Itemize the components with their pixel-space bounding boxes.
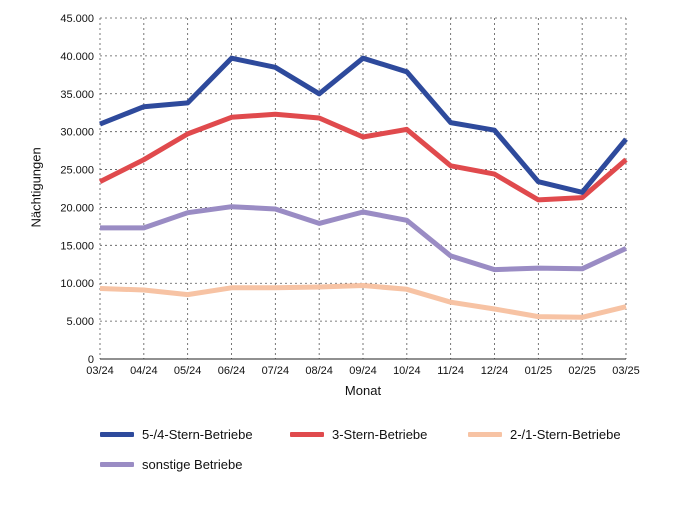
legend-swatch [290, 431, 324, 437]
legend-swatch [100, 461, 134, 467]
y-tick-label: 30.000 [60, 127, 94, 139]
y-tick-label: 5.000 [66, 316, 94, 328]
y-axis-label: Nächtigungen [28, 147, 44, 228]
x-tick-label: 04/24 [130, 365, 158, 377]
y-tick-label: 10.000 [60, 278, 94, 290]
x-tick-label: 02/25 [568, 365, 596, 377]
legend-swatch [100, 431, 134, 437]
legend-swatch [468, 431, 502, 437]
legend-item-2-1-stern: 2-/1-Stern-Betriebe [468, 424, 621, 444]
legend-item-sonstige: sonstige Betriebe [100, 454, 242, 474]
y-tick-label: 0 [88, 354, 94, 366]
x-tick-label: 07/24 [262, 365, 290, 377]
legend-label: 5-/4-Stern-Betriebe [142, 426, 253, 442]
x-tick-label: 01/25 [525, 365, 553, 377]
y-tick-label: 35.000 [60, 89, 94, 101]
legend-item-3-stern: 3-Stern-Betriebe [290, 424, 427, 444]
x-tick-labels: 03/24 04/24 05/24 06/24 07/24 08/24 09/24 10/24… [86, 365, 640, 377]
series-line-0 [99, 55, 628, 195]
y-tick-labels: 0 5.000 10.000 15.000 20.000 25.000 30.000 35.0… [60, 13, 94, 366]
y-tick-label: 20.000 [60, 202, 94, 214]
x-tick-label: 11/24 [437, 365, 464, 377]
series-lines [98, 55, 628, 320]
x-tick-label: 03/25 [612, 365, 640, 377]
legend-label: 3-Stern-Betriebe [332, 426, 428, 442]
grid-lines [99, 17, 627, 360]
legend-label: sonstige Betriebe [142, 456, 243, 472]
x-tick-label: 06/24 [218, 365, 246, 377]
x-tick-label: 09/24 [349, 365, 377, 377]
y-tick-label: 45.000 [60, 13, 94, 25]
x-axis-label: Monat [345, 383, 382, 398]
x-tick-label: 03/24 [86, 365, 114, 377]
y-tick-label: 40.000 [60, 51, 94, 63]
x-tick-label: 12/24 [481, 365, 509, 377]
series-line-3 [100, 204, 628, 273]
series-line-1 [98, 111, 628, 203]
series-line-2 [99, 283, 627, 320]
x-tick-label: 10/24 [393, 365, 421, 377]
legend: 5-/4-Stern-Betriebe 3-Stern-Betriebe 2-/… [100, 424, 660, 484]
x-tick-label: 08/24 [305, 365, 333, 377]
legend-label: 2-/1-Stern-Betriebe [510, 426, 621, 442]
legend-item-5-4-stern: 5-/4-Stern-Betriebe [100, 424, 253, 444]
y-tick-label: 15.000 [60, 240, 94, 252]
y-tick-label: 25.000 [60, 165, 94, 177]
x-tick-label: 05/24 [174, 365, 202, 377]
